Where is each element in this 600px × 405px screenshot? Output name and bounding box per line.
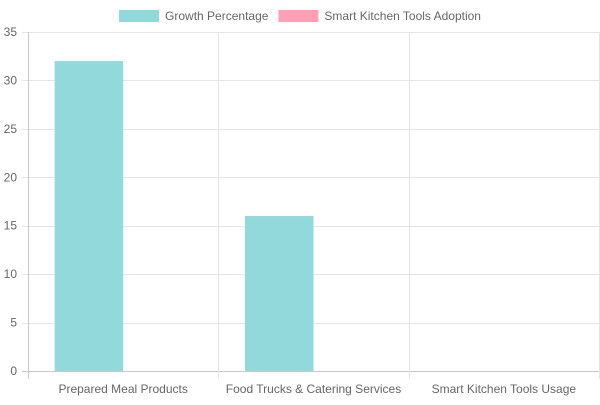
y-tick-label: 5 <box>10 316 17 330</box>
bar[interactable] <box>54 61 124 372</box>
x-axis-ticks: Prepared Meal Products Food Trucks & Cate… <box>58 382 576 396</box>
y-tick-label: 10 <box>4 267 18 281</box>
y-tick-label: 35 <box>4 25 18 39</box>
x-tick-label: Food Trucks & Catering Services <box>226 382 401 396</box>
x-tick-label: Prepared Meal Products <box>58 382 187 396</box>
y-tick-label: 30 <box>4 73 18 87</box>
legend-swatch[interactable] <box>278 10 319 22</box>
x-tick-label: Smart Kitchen Tools Usage <box>432 382 577 396</box>
y-tick-label: 25 <box>4 122 18 136</box>
y-tick-label: 0 <box>10 364 17 378</box>
bar[interactable] <box>244 216 314 371</box>
y-axis-ticks: 0 5 10 15 20 25 30 35 <box>4 25 18 378</box>
legend-swatch[interactable] <box>119 10 160 22</box>
legend-label[interactable]: Smart Kitchen Tools Adoption <box>324 9 481 23</box>
y-tick-label: 15 <box>4 219 18 233</box>
bars <box>54 61 314 372</box>
y-tick-label: 20 <box>4 170 18 184</box>
legend: Growth Percentage Smart Kitchen Tools Ado… <box>119 9 481 23</box>
legend-label[interactable]: Growth Percentage <box>165 9 269 23</box>
